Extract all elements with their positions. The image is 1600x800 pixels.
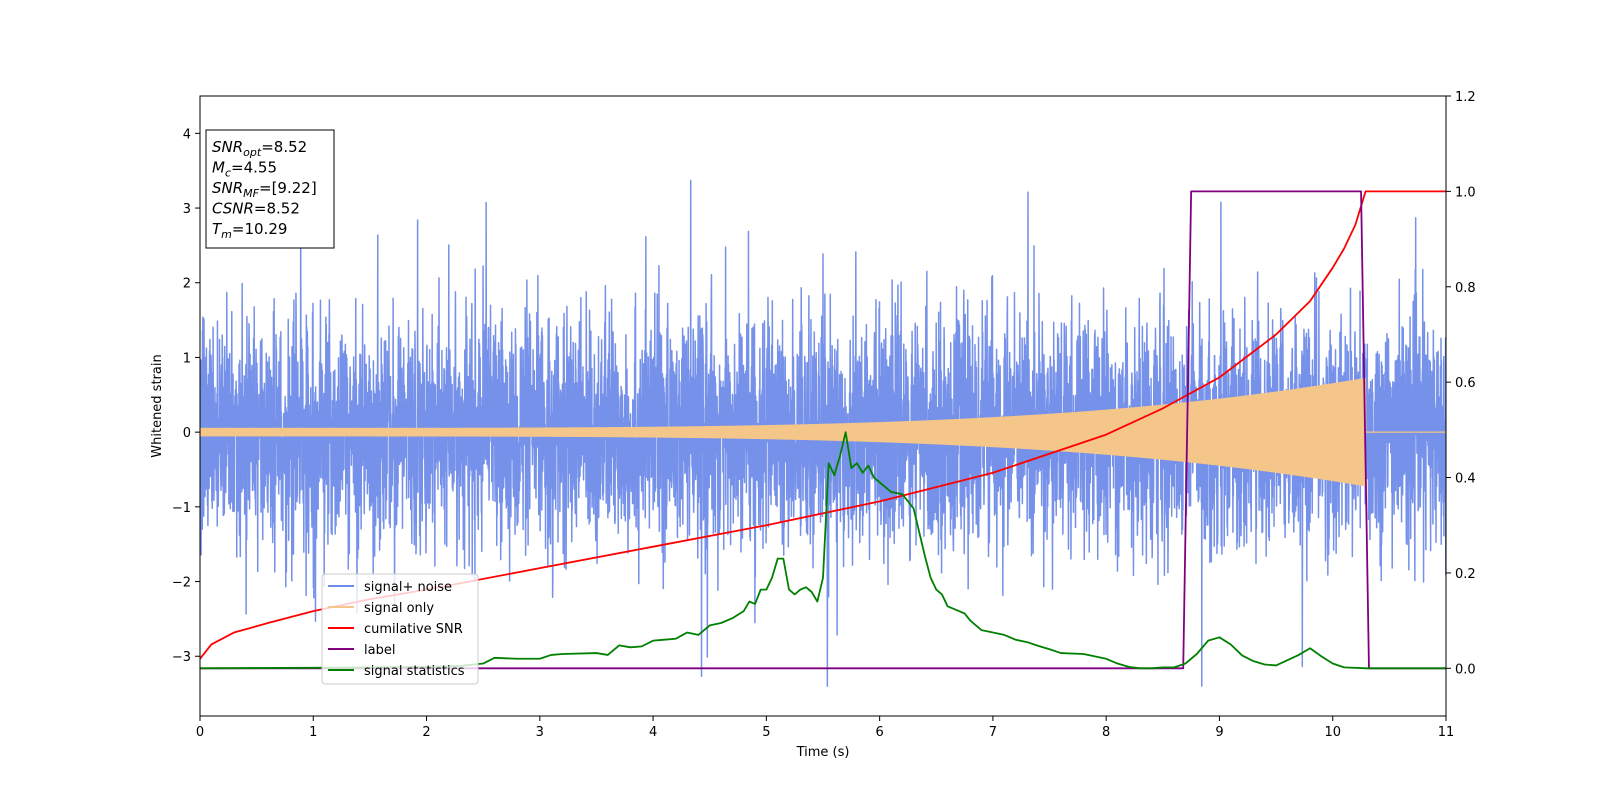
x-tick-label: 11 bbox=[1438, 725, 1455, 740]
info-line: Tm=10.29 bbox=[212, 220, 287, 241]
y-tick-label: 3 bbox=[183, 202, 191, 217]
plot-area bbox=[200, 179, 1446, 687]
legend: signal+ noise signal only cumilative SNR la… bbox=[321, 573, 479, 685]
x-tick-label: 3 bbox=[536, 725, 544, 740]
plot-frame bbox=[199, 95, 1447, 717]
info-line-symbol: SNR bbox=[212, 179, 243, 197]
legend-frame bbox=[321, 573, 479, 685]
y-tick-label: −1 bbox=[172, 501, 191, 516]
y-tick-label: 4 bbox=[183, 127, 191, 142]
y2-tick-label: 0.4 bbox=[1455, 472, 1476, 487]
x-tick-label: 6 bbox=[875, 725, 883, 740]
info-line-value: =8.52 bbox=[261, 138, 307, 156]
info-box-frame bbox=[205, 129, 335, 249]
series-line-4 bbox=[200, 431, 1446, 670]
y-tick-label: −3 bbox=[172, 650, 191, 665]
y2-tick-label: 0.6 bbox=[1455, 376, 1476, 391]
x-tick-label: 4 bbox=[649, 725, 657, 740]
x-tick-label: 5 bbox=[762, 725, 770, 740]
y2-tick-label: 0.8 bbox=[1455, 281, 1476, 296]
legend-label: signal only bbox=[364, 601, 434, 616]
info-line-subscript: MF bbox=[243, 187, 259, 200]
y-tick-label: 2 bbox=[183, 277, 191, 292]
y-tick-label: −2 bbox=[172, 576, 191, 591]
y2-tick-label: 0.0 bbox=[1455, 662, 1476, 677]
info-line-subscript: c bbox=[225, 167, 231, 180]
info-line: SNRopt=8.52 bbox=[212, 138, 307, 159]
y-tick-label: 1 bbox=[183, 351, 191, 366]
info-line: Mc=4.55 bbox=[212, 159, 277, 180]
x-tick-label: 7 bbox=[989, 725, 997, 740]
y-axis-right: 0.0 0.2 0.4 0.6 0.8 1.0 1.2 bbox=[1446, 90, 1476, 677]
legend-label: cumilative SNR bbox=[364, 622, 463, 637]
info-line-symbol: T bbox=[212, 220, 223, 238]
series-line-2 bbox=[200, 190, 1446, 660]
x-tick-label: 2 bbox=[422, 725, 430, 740]
x-tick-label: 9 bbox=[1215, 725, 1223, 740]
x-tick-label: 0 bbox=[196, 725, 204, 740]
y2-tick-label: 0.2 bbox=[1455, 567, 1476, 582]
legend-label: signal+ noise bbox=[364, 580, 452, 595]
x-axis: 0 1 2 3 4 5 6 7 8 9 10 11 bbox=[196, 716, 1454, 740]
info-line-symbol: CSNR bbox=[212, 200, 254, 218]
info-line-symbol: M bbox=[212, 159, 225, 177]
info-line: CSNR=8.52 bbox=[212, 200, 300, 218]
x-tick-label: 1 bbox=[309, 725, 317, 740]
y2-tick-label: 1.0 bbox=[1455, 185, 1476, 200]
x-axis-title: Time (s) bbox=[796, 745, 850, 760]
info-box: SNRopt=8.52Mc=4.55SNRMF=[9.22]CSNR=8.52T… bbox=[205, 129, 335, 249]
info-line-value: =4.55 bbox=[231, 159, 277, 177]
y-axis-left: −3 −2 −1 0 1 2 3 4 bbox=[172, 127, 200, 665]
y-tick-label: 0 bbox=[183, 426, 191, 441]
x-tick-label: 10 bbox=[1324, 725, 1341, 740]
info-line-symbol: SNR bbox=[212, 138, 243, 156]
info-line-subscript: opt bbox=[243, 146, 262, 159]
info-line-value: =8.52 bbox=[254, 200, 300, 218]
info-line-value: =[9.22] bbox=[259, 179, 317, 197]
info-line: SNRMF=[9.22] bbox=[212, 179, 317, 200]
legend-label: label bbox=[364, 643, 395, 658]
info-line-subscript: m bbox=[221, 228, 232, 241]
y2-tick-label: 1.2 bbox=[1455, 90, 1476, 105]
x-tick-label: 8 bbox=[1102, 725, 1110, 740]
y-axis-title: Whitened strain bbox=[150, 354, 165, 457]
legend-label: signal statistics bbox=[364, 664, 465, 679]
series-line-1 bbox=[200, 377, 1446, 487]
info-line-value: =10.29 bbox=[232, 220, 288, 238]
